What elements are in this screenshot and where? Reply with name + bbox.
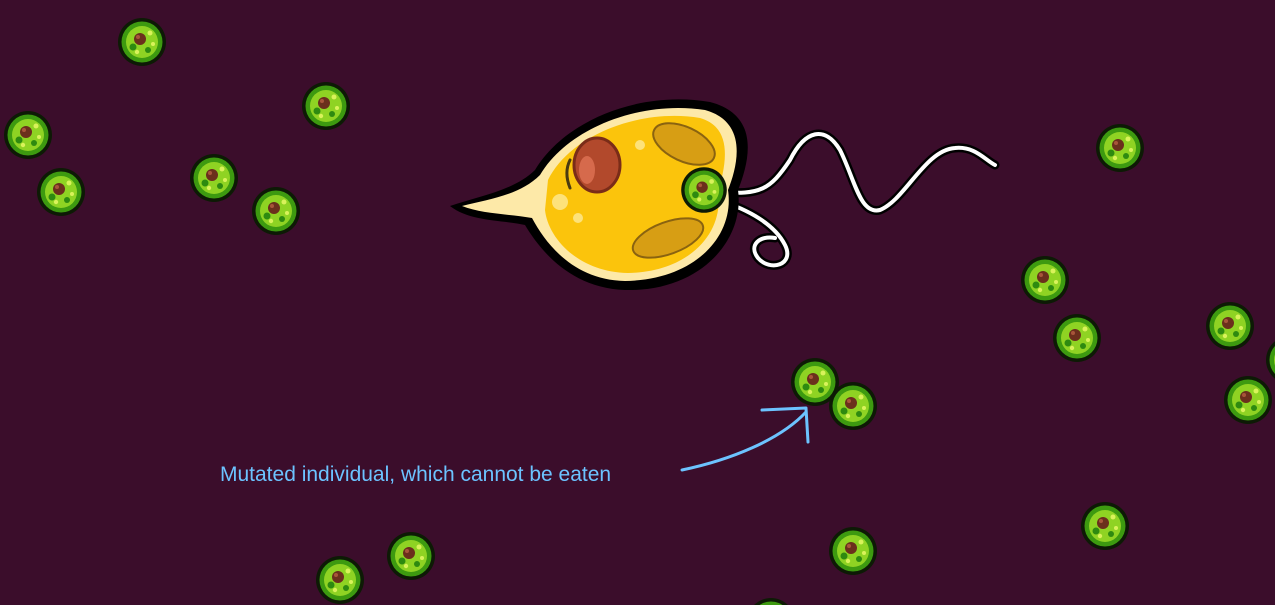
algae-cell — [1021, 256, 1069, 304]
algae-cell — [1206, 302, 1254, 350]
algae-cell — [747, 598, 795, 605]
algae-cell — [252, 187, 300, 235]
flagellum — [718, 132, 997, 213]
algae-cell — [1096, 124, 1144, 172]
algae-cell — [37, 168, 85, 216]
annotation-arrowhead — [760, 406, 810, 444]
eaten-cell — [681, 167, 727, 213]
predator-nucleus-shine — [579, 156, 595, 184]
predator-vesicle — [552, 194, 568, 210]
flagellum — [716, 198, 790, 268]
algae-cell — [118, 18, 166, 66]
predator-organelle — [652, 122, 716, 166]
algae-cell — [1266, 336, 1275, 384]
flagellum-outline — [715, 129, 1000, 215]
predator-organelle — [631, 217, 705, 259]
predator — [450, 99, 748, 291]
algae-cell — [190, 154, 238, 202]
predator-detail — [565, 158, 572, 190]
algae-cell — [387, 532, 435, 580]
algae-cell — [316, 556, 364, 604]
algae-cell — [1224, 376, 1272, 424]
predator-vesicle — [635, 140, 645, 150]
algae-cell — [4, 111, 52, 159]
annotation-text: Mutated individual, which cannot be eate… — [220, 463, 611, 486]
algae-cell — [302, 82, 350, 130]
algae-cell — [829, 527, 877, 575]
predator-vesicle — [573, 213, 583, 223]
annotation-arrow — [680, 410, 808, 472]
algae-cell — [791, 358, 839, 406]
algae-cell — [1053, 314, 1101, 362]
algae-cell — [1081, 502, 1129, 550]
